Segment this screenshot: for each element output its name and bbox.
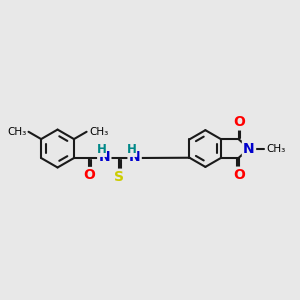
- Text: N: N: [129, 150, 140, 164]
- Text: H: H: [127, 143, 136, 156]
- Text: N: N: [243, 142, 255, 155]
- Text: S: S: [115, 170, 124, 184]
- Text: O: O: [83, 168, 95, 182]
- Text: O: O: [233, 168, 245, 182]
- Text: CH₃: CH₃: [89, 127, 108, 137]
- Text: CH₃: CH₃: [266, 143, 285, 154]
- Text: N: N: [98, 150, 110, 164]
- Text: H: H: [96, 143, 106, 156]
- Text: O: O: [233, 115, 245, 129]
- Text: CH₃: CH₃: [7, 127, 26, 137]
